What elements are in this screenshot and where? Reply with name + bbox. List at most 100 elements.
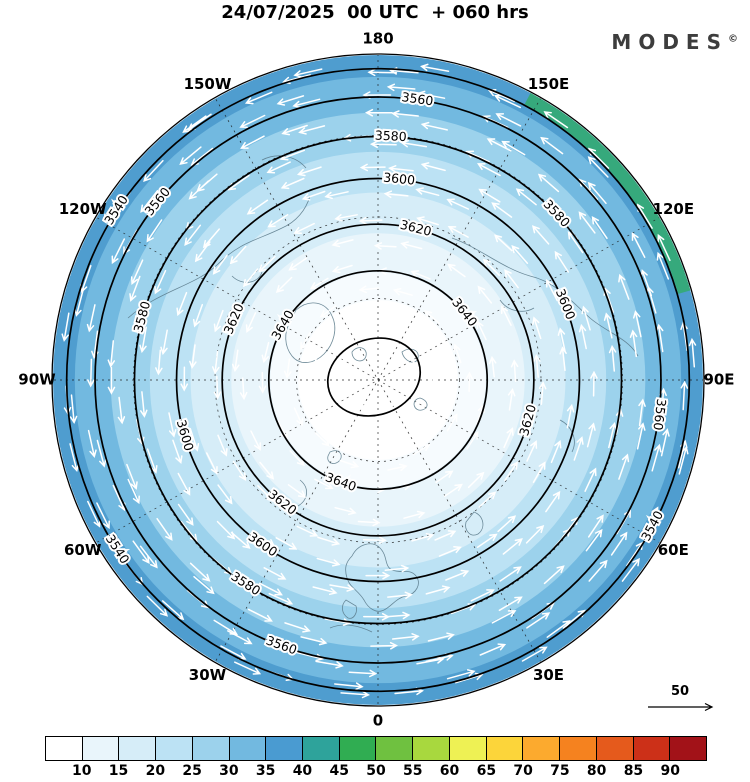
wind-arrow: [531, 225, 550, 245]
wind-arrow: [275, 276, 293, 294]
wind-arrow: [476, 533, 498, 548]
wind-arrow: [482, 258, 500, 276]
wind-arrow: [526, 440, 538, 462]
wind-arrow: [227, 630, 253, 645]
wind-arrow: [257, 485, 275, 503]
wind-arrow: [466, 431, 479, 450]
wind-arrow: [146, 595, 169, 617]
wind-arrow: [388, 165, 414, 173]
wind-arrow: [631, 232, 646, 258]
wind-arrow: [180, 366, 189, 392]
wind-arrow: [231, 349, 240, 373]
wind-arrow: [386, 83, 416, 92]
wind-arrow: [391, 110, 419, 118]
wind-arrow: [638, 398, 646, 427]
wind-arrow: [416, 656, 445, 665]
wind-arrow: [588, 559, 608, 582]
wind-arrow: [411, 360, 419, 379]
wind-arrow: [423, 310, 440, 324]
coastline: [345, 543, 419, 612]
colorbar-cell: [303, 737, 340, 760]
wind-arrow: [491, 202, 513, 218]
wind-arrow: [107, 366, 116, 395]
wind-arrow: [254, 531, 276, 547]
colorbar-cell: [523, 737, 561, 760]
wind-arrow: [74, 288, 85, 317]
wind-arrow: [87, 358, 95, 388]
wind-arrow: [429, 368, 438, 389]
wind-arrow: [192, 303, 204, 328]
wind-arrow: [324, 191, 349, 200]
wind-arrow: [370, 641, 398, 650]
wind-arrow: [414, 329, 429, 345]
wind-arrow: [130, 259, 144, 285]
longitude-label: 60E: [658, 541, 689, 559]
wind-arrow: [559, 346, 567, 372]
longitude-label: 150W: [184, 75, 232, 93]
wind-arrow: [365, 571, 391, 580]
longitude-label: 150E: [528, 75, 570, 93]
colorbar-tick-label: 15: [108, 763, 129, 779]
wind-arrow: [362, 536, 387, 544]
wind-arrow: [465, 371, 474, 393]
wind-arrow: [498, 596, 523, 612]
wind-arrow: [618, 273, 630, 300]
wind-arrow: [217, 434, 228, 457]
wind-arrow: [626, 541, 644, 567]
wind-reference: 50: [648, 684, 714, 712]
wind-arrow: [196, 173, 218, 192]
wind-arrow: [476, 163, 501, 177]
wind-arrow: [453, 343, 462, 364]
wind-arrow: [312, 586, 338, 596]
wind-arrow: [546, 620, 571, 638]
wind-arrow: [590, 370, 598, 397]
wind-arrow: [295, 651, 324, 662]
wind-arrow: [234, 661, 262, 675]
wind-arrow: [267, 213, 289, 228]
contour-label: 3580: [375, 127, 408, 144]
wind-arrow: [447, 263, 466, 278]
wind-arrow: [587, 514, 604, 538]
wind-arrow: [293, 407, 304, 427]
wind-arrow: [470, 589, 495, 602]
colorbar-cell: [266, 737, 304, 760]
wind-arrow: [510, 359, 519, 383]
colorbar-tick-label: 25: [182, 763, 202, 779]
coastline: [499, 299, 535, 312]
colorbar-cell: [156, 737, 193, 760]
wind-arrow: [69, 443, 80, 473]
wind-arrow: [467, 471, 485, 489]
wind-arrow: [425, 585, 451, 595]
wind-arrow: [288, 257, 308, 271]
wind-arrow: [193, 575, 215, 595]
wind-arrow: [331, 264, 353, 274]
colorbar-cell: [596, 737, 634, 760]
wind-arrow: [246, 199, 269, 215]
colorbar-cell: [46, 737, 83, 760]
wind-arrow: [478, 188, 501, 203]
wind-arrow: [275, 537, 298, 550]
colorbar-cell: [560, 737, 597, 760]
colorbar-tick-label: 65: [476, 763, 497, 779]
wind-arrow: [499, 566, 522, 582]
wind-arrow: [420, 63, 450, 73]
wind-arrow: [400, 241, 423, 250]
colorbar-cell: [670, 737, 706, 760]
wind-arrow: [412, 443, 431, 456]
wind-arrow: [587, 181, 607, 205]
wind-arrow: [329, 584, 355, 592]
wind-arrow: [486, 138, 512, 152]
wind-arrow: [557, 327, 566, 352]
wind-arrow: [217, 484, 233, 505]
wind-arrow: [146, 219, 163, 243]
contour-line: [221, 223, 535, 537]
contour-lines: [65, 67, 691, 693]
longitude-labels: 180 150E 120E 90E 60E 30E 0 30W 60W 90W 120W 150W: [18, 30, 734, 730]
wind-arrow: [154, 269, 167, 295]
wind-arrow: [96, 439, 107, 468]
wind-arrow: [368, 341, 387, 350]
wind-arrow: [284, 622, 311, 633]
wind-arrow: [385, 437, 405, 445]
wind-arrow: [176, 291, 188, 317]
wind-arrow: [478, 491, 497, 508]
